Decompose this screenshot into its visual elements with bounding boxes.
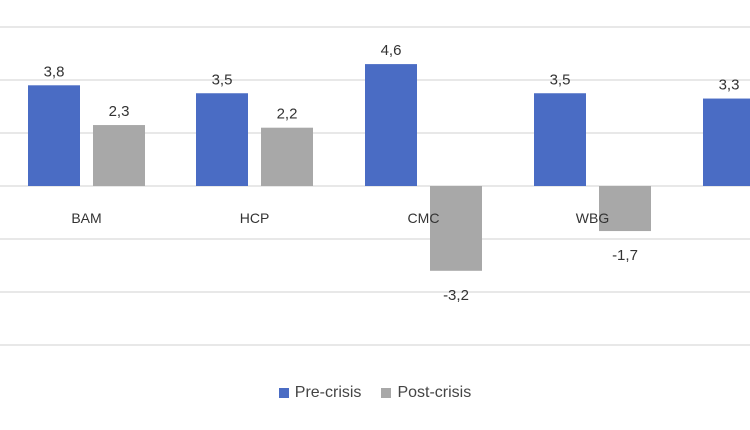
data-label-pre-1: 3,5 [212,71,233,88]
category-label-1: HCP [240,210,270,226]
bars [28,64,750,271]
legend-swatch-pre-crisis [278,388,289,398]
data-label-post-2: -3,2 [443,287,469,304]
bar-post-2 [430,186,482,271]
legend: Pre-crisis Post-crisis [0,384,750,402]
category-label-0: BAM [71,210,101,226]
category-labels: BAM HCP CMC WBG [71,210,609,226]
data-labels: 3,8 2,3 3,5 2,2 4,6 -3,2 3,5 -1,7 3,3 [44,42,740,304]
legend-label-post-crisis: Post-crisis [397,384,472,401]
category-label-3: WBG [576,210,609,226]
legend-item-post-crisis: Post-crisis [381,384,471,402]
data-label-pre-0: 3,8 [44,63,65,80]
bar-post-3 [599,186,651,232]
bar-pre-1 [196,93,248,186]
legend-swatch-post-crisis [381,388,392,398]
data-label-post-1: 2,2 [277,106,298,123]
bar-post-1 [261,127,313,186]
legend-label-pre-crisis: Pre-crisis [294,384,362,401]
category-label-2: CMC [408,210,440,226]
bar-post-0 [93,125,145,186]
data-label-pre-4: 3,3 [719,77,740,94]
data-label-pre-3: 3,5 [550,71,571,88]
data-label-pre-2: 4,6 [381,42,402,59]
bar-pre-0 [28,85,80,186]
bar-pre-2 [365,64,417,186]
bar-pre-3 [534,93,586,186]
bar-pre-4 [703,98,750,186]
legend-item-pre-crisis: Pre-crisis [278,384,362,402]
data-label-post-0: 2,3 [109,103,130,120]
data-label-post-3: -1,7 [612,247,638,264]
